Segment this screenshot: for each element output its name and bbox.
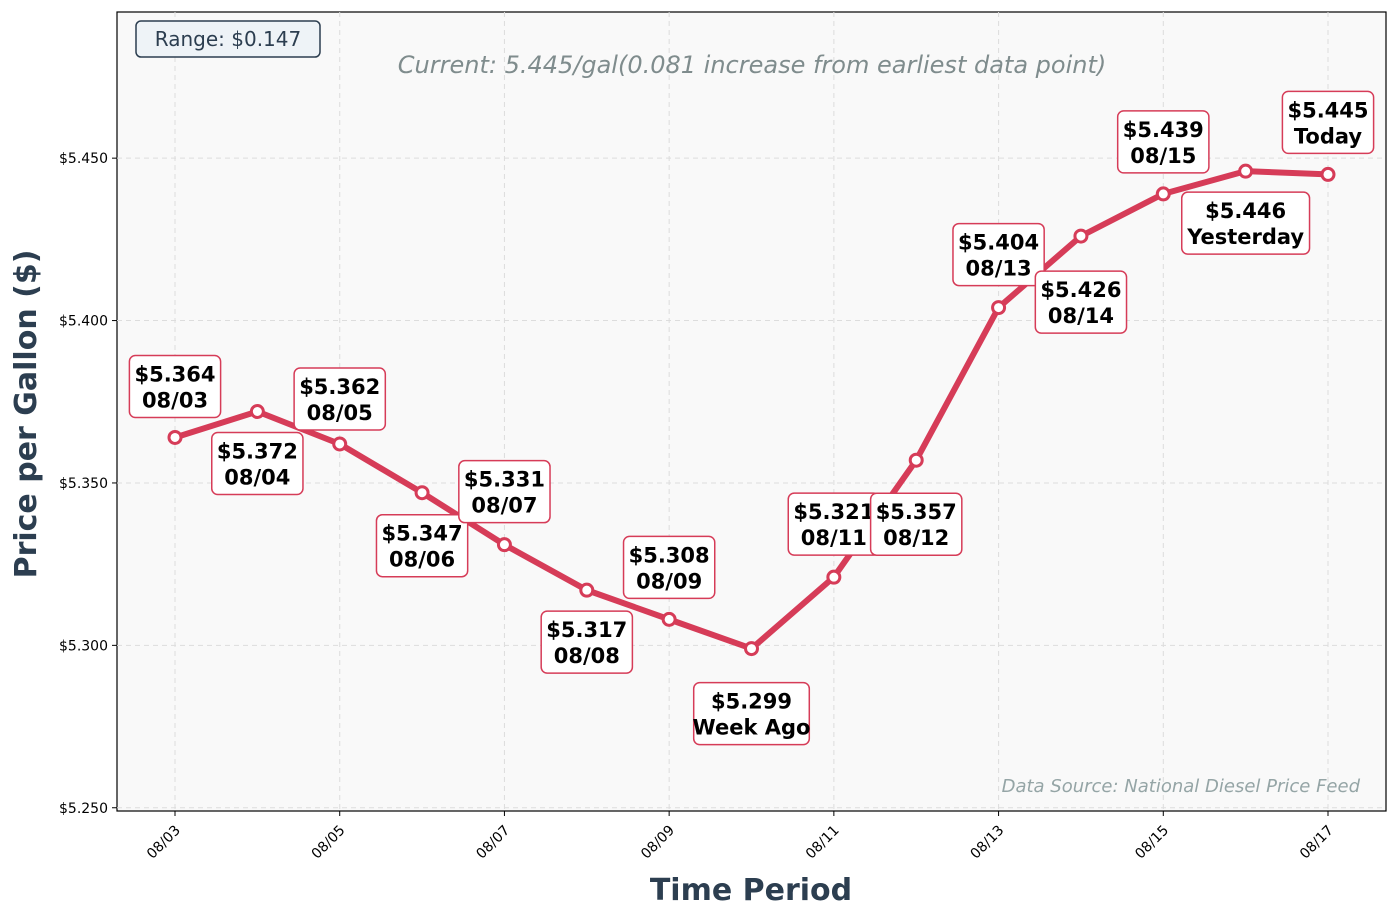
point-label-box: [211, 431, 304, 496]
data-point: [414, 485, 430, 501]
x-tick-label: 08/05: [309, 823, 349, 863]
range-box: Range: $0.147: [135, 20, 321, 58]
point-label-tag: 08/04: [224, 466, 290, 490]
range-text: Range: $0.147: [155, 27, 301, 51]
price-series: [167, 163, 1336, 657]
y-tick-label: $5.300: [59, 638, 108, 654]
point-label-box: [540, 610, 634, 674]
point-label-price: $5.357: [876, 500, 957, 524]
point-label-price: $5.317: [546, 618, 627, 642]
data-point: [991, 300, 1007, 316]
data-point: [1320, 166, 1336, 182]
point-label-box: [375, 513, 469, 578]
point-label-tag: Today: [1294, 124, 1363, 148]
point-label-tag: 08/13: [966, 257, 1032, 281]
point-label-price: $5.321: [793, 500, 874, 524]
point-label-box: [869, 492, 963, 556]
y-tick-label: $5.350: [59, 476, 108, 492]
point-label-box: [458, 459, 551, 524]
x-tick-label: 08/09: [638, 823, 678, 863]
point-label-tag: Week Ago: [693, 716, 811, 740]
point-label-price: $5.362: [299, 375, 380, 399]
data-point: [496, 537, 512, 553]
data-point: [661, 611, 677, 627]
data-point: [332, 436, 348, 452]
data-point: [167, 429, 183, 445]
point-label-price: $5.426: [1040, 278, 1121, 302]
point-label-price: $5.299: [711, 690, 792, 714]
y-axis-ticks: $5.250 $5.300 $5.350 $5.400 $5.450: [59, 151, 117, 817]
y-tick-label: $5.450: [59, 151, 108, 167]
data-source-note: Data Source: National Diesel Price Feed: [1002, 776, 1361, 797]
point-labels: $5.36408/03$5.37208/04$5.36208/05$5.3470…: [128, 90, 1375, 746]
point-label-tag: 08/07: [471, 494, 537, 518]
data-point: [908, 452, 924, 468]
x-tick-label: 08/11: [803, 823, 843, 863]
data-point: [1073, 228, 1089, 244]
y-tick-label: $5.400: [59, 314, 108, 330]
point-label-tag: Yesterday: [1186, 225, 1304, 249]
point-label-box: [1116, 110, 1210, 174]
point-label-price: $5.446: [1205, 199, 1286, 223]
x-tick-label: 08/07: [473, 823, 513, 863]
y-tick-label: $5.250: [59, 801, 108, 817]
point-label-box: [692, 681, 811, 746]
point-label-price: $5.372: [217, 440, 298, 464]
point-label-box: [1281, 90, 1375, 155]
x-tick-label: 08/15: [1132, 823, 1172, 863]
data-point: [1155, 186, 1171, 202]
x-tick-label: 08/17: [1297, 823, 1337, 863]
point-label-tag: 08/09: [636, 569, 702, 593]
chart-subtitle: Current: 5.445/gal(0.081 increase from e…: [398, 51, 1106, 79]
point-label-box: [622, 535, 716, 600]
point-label-tag: 08/03: [142, 388, 208, 412]
point-label-price: $5.347: [382, 522, 463, 546]
data-point: [744, 641, 759, 657]
point-label-box: [1034, 270, 1128, 334]
point-label-price: $5.331: [464, 468, 545, 492]
point-label-price: $5.364: [134, 362, 215, 386]
data-point: [1238, 163, 1254, 179]
point-label-box: [952, 222, 1045, 287]
point-label-tag: 08/06: [389, 548, 455, 572]
data-point: [579, 582, 595, 598]
point-label-box: [128, 354, 222, 419]
point-label-tag: 08/15: [1130, 144, 1196, 168]
point-label-tag: 08/12: [883, 526, 949, 550]
point-label-tag: 08/11: [801, 526, 867, 550]
point-label-price: $5.439: [1123, 118, 1204, 142]
point-label-box: [293, 367, 387, 431]
point-label-price: $5.404: [958, 231, 1039, 255]
y-axis-label: Price per Gallon ($): [9, 250, 44, 579]
point-label-box: [1180, 191, 1311, 255]
point-label-tag: 08/05: [307, 401, 373, 425]
point-label-price: $5.445: [1287, 98, 1368, 122]
point-label-price: $5.308: [629, 543, 710, 567]
data-point: [249, 404, 265, 419]
data-point: [826, 569, 842, 585]
x-axis-ticks: 08/03 08/05 08/07 08/09 08/11 08/13 08/15 08/17: [144, 811, 1337, 862]
point-label-tag: 08/08: [554, 644, 620, 668]
x-tick-label: 08/03: [144, 823, 184, 863]
x-tick-label: 08/13: [968, 823, 1008, 863]
x-axis-label: Time Period: [650, 873, 852, 908]
point-label-tag: 08/14: [1048, 304, 1114, 328]
